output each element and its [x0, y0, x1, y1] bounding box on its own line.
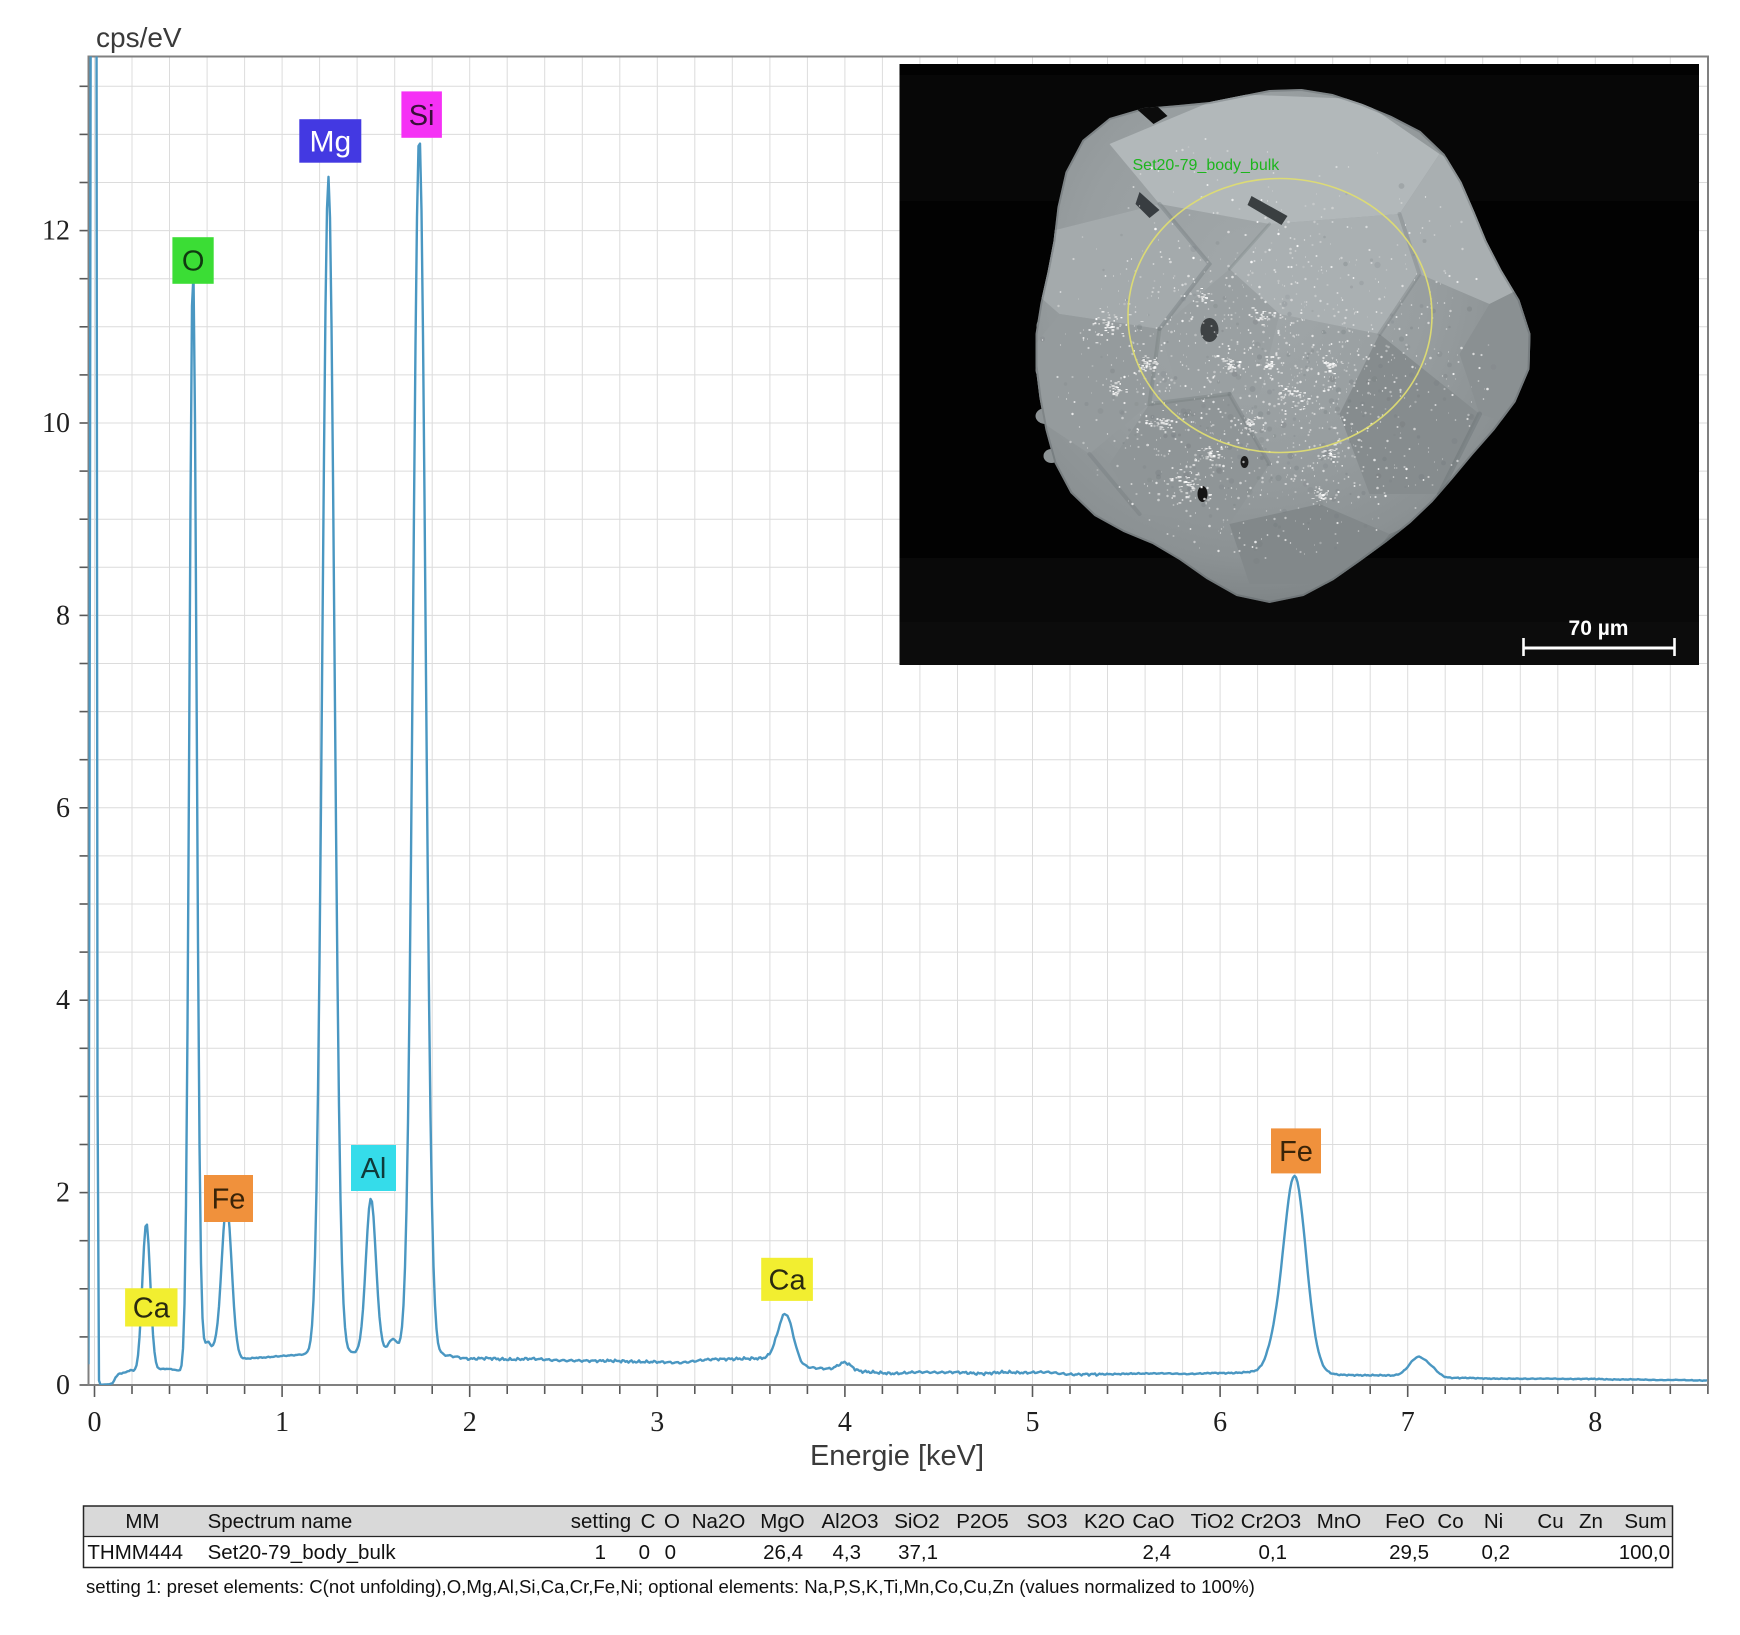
svg-text:8: 8	[1588, 1407, 1602, 1438]
svg-text:Ca: Ca	[769, 1265, 807, 1297]
svg-text:Spectrum name: Spectrum name	[208, 1510, 353, 1533]
svg-text:0: 0	[56, 1370, 70, 1401]
svg-text:0,1: 0,1	[1259, 1541, 1288, 1564]
svg-text:THMM444: THMM444	[87, 1541, 183, 1564]
svg-text:setting: setting	[571, 1510, 631, 1533]
svg-text:2,4: 2,4	[1143, 1541, 1172, 1564]
svg-text:Zn: Zn	[1579, 1510, 1603, 1533]
svg-text:6: 6	[56, 793, 70, 824]
svg-text:5: 5	[1026, 1407, 1040, 1438]
svg-text:Cr2O3: Cr2O3	[1241, 1510, 1301, 1533]
svg-text:1: 1	[595, 1541, 606, 1564]
svg-text:MM: MM	[125, 1510, 159, 1533]
svg-text:10: 10	[42, 408, 70, 439]
svg-text:P2O5: P2O5	[956, 1510, 1008, 1533]
svg-text:SiO2: SiO2	[894, 1510, 940, 1533]
svg-text:SO3: SO3	[1026, 1510, 1067, 1533]
svg-text:6: 6	[1213, 1407, 1227, 1438]
svg-text:1: 1	[275, 1407, 289, 1438]
svg-text:Fe: Fe	[212, 1184, 246, 1216]
svg-text:0: 0	[88, 1407, 102, 1438]
svg-text:12: 12	[42, 216, 70, 247]
svg-text:0: 0	[665, 1541, 676, 1564]
svg-text:K2O: K2O	[1084, 1510, 1125, 1533]
svg-text:4,3: 4,3	[833, 1541, 862, 1564]
svg-text:Na2O: Na2O	[692, 1510, 746, 1533]
svg-text:C: C	[641, 1510, 656, 1533]
svg-text:2: 2	[463, 1407, 477, 1438]
svg-text:Mg: Mg	[309, 125, 351, 158]
svg-text:Set20-79_body_bulk: Set20-79_body_bulk	[208, 1541, 397, 1564]
svg-text:29,5: 29,5	[1389, 1541, 1429, 1564]
svg-text:cps/eV: cps/eV	[96, 22, 182, 53]
svg-text:8: 8	[56, 600, 70, 631]
svg-text:4: 4	[838, 1407, 852, 1438]
svg-text:Co: Co	[1437, 1510, 1463, 1533]
svg-text:70 µm: 70 µm	[1569, 617, 1629, 640]
svg-text:Ca: Ca	[133, 1293, 171, 1325]
svg-text:Fe: Fe	[1279, 1136, 1313, 1168]
svg-text:2: 2	[56, 1178, 70, 1209]
svg-text:3: 3	[650, 1407, 664, 1438]
svg-text:Si: Si	[409, 100, 435, 132]
svg-text:setting 1: preset elements: C(: setting 1: preset elements: C(not unfold…	[86, 1576, 1255, 1597]
svg-text:37,1: 37,1	[898, 1541, 938, 1564]
svg-text:Sum: Sum	[1624, 1510, 1666, 1533]
svg-text:Energie [keV]: Energie [keV]	[810, 1440, 984, 1472]
svg-text:7: 7	[1401, 1407, 1415, 1438]
svg-text:Ni: Ni	[1484, 1510, 1503, 1533]
svg-text:0,2: 0,2	[1482, 1541, 1511, 1564]
svg-text:Al2O3: Al2O3	[822, 1510, 879, 1533]
svg-text:4: 4	[56, 985, 70, 1016]
svg-text:MgO: MgO	[760, 1510, 804, 1533]
svg-text:O: O	[182, 246, 205, 278]
svg-text:FeO: FeO	[1385, 1510, 1425, 1533]
svg-text:Cu: Cu	[1537, 1510, 1563, 1533]
svg-text:26,4: 26,4	[763, 1541, 803, 1564]
svg-text:CaO: CaO	[1132, 1510, 1174, 1533]
svg-text:Al: Al	[361, 1153, 387, 1185]
svg-text:TiO2: TiO2	[1191, 1510, 1235, 1533]
svg-text:100,0: 100,0	[1619, 1541, 1670, 1564]
svg-text:0: 0	[639, 1541, 650, 1564]
svg-text:O: O	[664, 1510, 680, 1533]
svg-text:MnO: MnO	[1317, 1510, 1361, 1533]
svg-text:Set20-79_body_bulk: Set20-79_body_bulk	[1133, 157, 1281, 174]
